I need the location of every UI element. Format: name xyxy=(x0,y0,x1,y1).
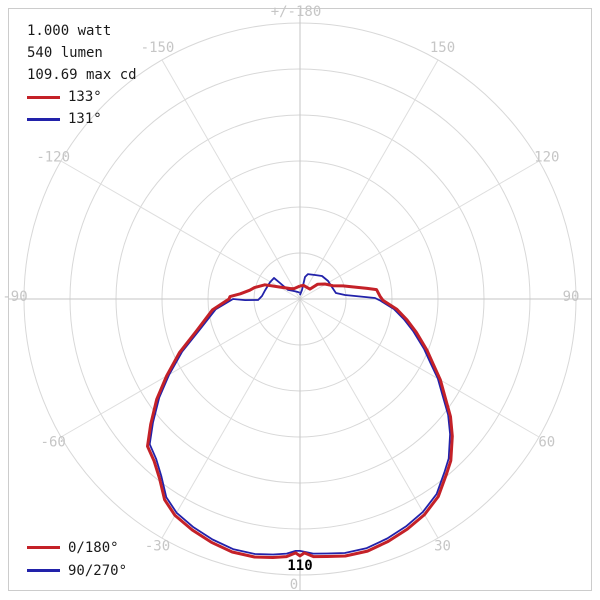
angle-label-60: 60 xyxy=(538,434,555,450)
angle-label-30: 30 xyxy=(434,539,451,555)
angle-label--120: -120 xyxy=(36,149,70,165)
beam-angle-legend-row-blue: 131° xyxy=(27,108,137,130)
angle-label--90: -90 xyxy=(2,289,27,305)
polar-grid-spoke xyxy=(299,298,439,539)
polar-grid-spoke xyxy=(60,160,301,300)
curve-90-270- xyxy=(148,273,451,556)
polar-grid-spoke xyxy=(60,298,301,438)
polar-grid-spoke xyxy=(161,298,301,539)
photometric-info-panel: 1.000 watt 540 lumen 109.69 max cd 133° … xyxy=(27,20,137,130)
plane-legend-panel: 0/180° 90/270° xyxy=(27,536,127,582)
angle-label-120: 120 xyxy=(534,149,559,165)
angle-label-0: 0 xyxy=(290,577,298,593)
angle-label-+/-180: +/-180 xyxy=(271,4,322,20)
plane-blue-label: 90/270° xyxy=(68,562,128,579)
blue-line-swatch-icon xyxy=(27,117,60,121)
plane-legend-row-blue: 90/270° xyxy=(27,559,127,582)
max-cd-value: 109.69 max cd xyxy=(27,67,137,83)
plane-red-label: 0/180° xyxy=(68,539,119,556)
beam-angle-blue-label: 131° xyxy=(68,111,102,127)
polar-grid-spoke xyxy=(299,160,540,300)
outer-ring-scale-label: 110 xyxy=(287,558,313,574)
polar-grid-spoke xyxy=(299,59,439,300)
red-line-swatch-icon xyxy=(27,546,60,549)
beam-angle-legend-row-red: 133° xyxy=(27,86,137,108)
angle-label-150: 150 xyxy=(430,40,455,56)
blue-line-swatch-icon xyxy=(27,569,60,572)
angle-label--150: -150 xyxy=(141,40,175,56)
watt-value: 1.000 watt xyxy=(27,23,112,39)
red-line-swatch-icon xyxy=(27,95,60,99)
angle-label--30: -30 xyxy=(145,539,170,555)
curve-0-180- xyxy=(146,282,454,559)
polar-grid-spoke xyxy=(161,59,301,300)
beam-angle-red-label: 133° xyxy=(68,89,102,105)
plane-legend-row-red: 0/180° xyxy=(27,536,127,559)
angle-label--60: -60 xyxy=(41,434,66,450)
polar-grid-spoke xyxy=(299,298,540,438)
lumen-value: 540 lumen xyxy=(27,45,103,61)
angle-label-90: 90 xyxy=(563,289,580,305)
